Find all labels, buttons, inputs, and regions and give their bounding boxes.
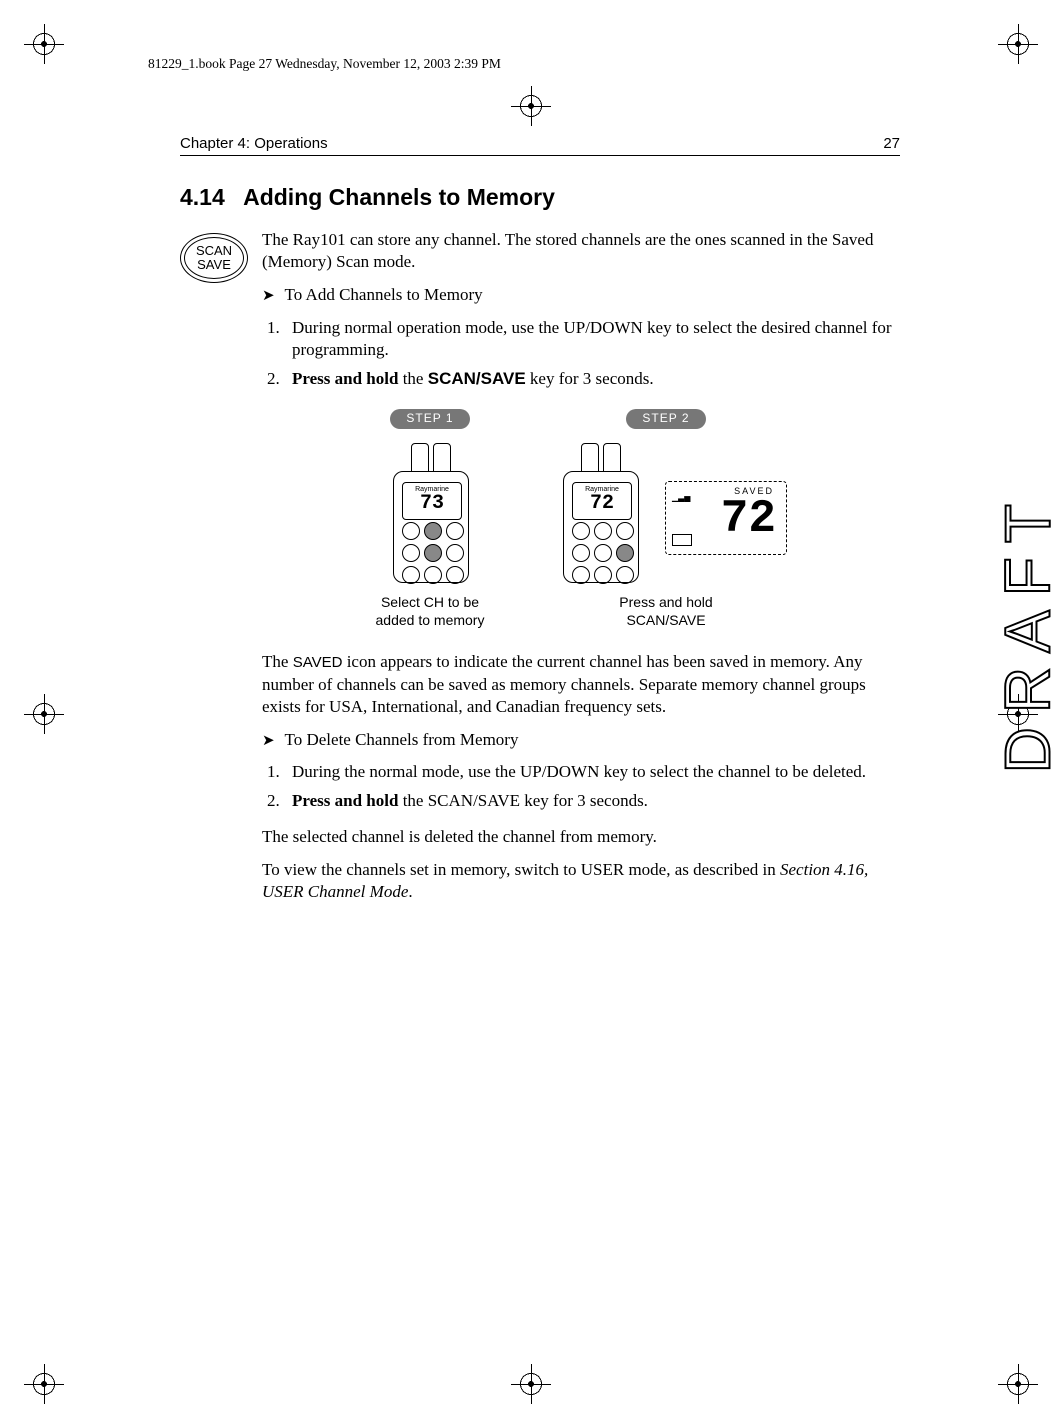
after-p1: The selected channel is deleted the chan… [262, 826, 900, 848]
del-step2-bold: Press and hold [292, 791, 398, 810]
add-step2-key: SCAN/SAVE [428, 369, 526, 388]
crop-mark [30, 30, 58, 58]
radio-illustration-2: Raymarine 72 [545, 443, 655, 583]
lcd-zoom: SAVED ▁▃▅ 72 [665, 481, 787, 555]
fig2-caption-b: SCAN/SAVE [545, 611, 787, 629]
procedure-add-title: To Add Channels to Memory [285, 285, 483, 304]
section-number: 4.14 [180, 184, 225, 210]
radio2-channel: 72 [573, 494, 631, 514]
figure-step-2: STEP 2 Raymarine 72 [545, 408, 787, 629]
lcd-big-channel: 72 [721, 496, 776, 542]
scan-save-key-icon: SCAN SAVE [180, 233, 248, 283]
arrow-icon: ➤ [262, 733, 275, 749]
section-title: Adding Channels to Memory [243, 184, 555, 210]
chapter-title: Chapter 4: Operations [180, 135, 328, 152]
add-step2-post: key for 3 seconds. [526, 369, 654, 388]
del-step-1: During the normal mode, use the UP/DOWN … [284, 761, 900, 783]
crop-mark [30, 1370, 58, 1398]
intro-paragraph: The Ray101 can store any channel. The st… [262, 229, 900, 274]
fig2-caption-a: Press and hold [545, 593, 787, 611]
figure-step-1: STEP 1 Raymarine 73 [375, 408, 485, 629]
add-steps-list: During normal operation mode, use the UP… [262, 317, 900, 390]
book-meta: 81229_1.book Page 27 Wednesday, November… [148, 56, 501, 72]
add-step2-bold: Press and hold [292, 369, 398, 388]
saved-inline: SAVED [293, 654, 343, 671]
procedure-del-title: To Delete Channels from Memory [285, 730, 519, 749]
del-steps-list: During the normal mode, use the UP/DOWN … [262, 761, 900, 812]
figure-row: STEP 1 Raymarine 73 [262, 408, 900, 629]
section-heading: 4.14 Adding Channels to Memory [180, 184, 900, 211]
crop-mark [517, 1370, 545, 1398]
draft-watermark: DRAFT [990, 490, 1062, 773]
step1-pill: STEP 1 [390, 409, 469, 429]
signal-bars-icon: ▁▃▅ [672, 494, 690, 502]
key-label-line1: SCAN [196, 244, 232, 258]
fig1-caption-b: added to memory [375, 611, 485, 629]
radio1-channel: 73 [403, 494, 461, 514]
del-step2-post: the SCAN/SAVE key for 3 seconds. [398, 791, 647, 810]
del-step-2: Press and hold the SCAN/SAVE key for 3 s… [284, 790, 900, 812]
running-head: Chapter 4: Operations 27 [180, 135, 900, 156]
fig1-caption-a: Select CH to be [375, 593, 485, 611]
crop-mark [1004, 30, 1032, 58]
post-figure-paragraph: The SAVED icon appears to indicate the c… [262, 651, 900, 718]
crop-mark [517, 92, 545, 120]
procedure-del-heading: ➤ To Delete Channels from Memory [262, 729, 900, 752]
add-step-2: Press and hold the SCAN/SAVE key for 3 s… [284, 368, 900, 390]
page-content: Chapter 4: Operations 27 4.14 Adding Cha… [180, 135, 900, 913]
battery-icon [672, 534, 692, 546]
add-step-1: During normal operation mode, use the UP… [284, 317, 900, 362]
procedure-add-heading: ➤ To Add Channels to Memory [262, 284, 900, 307]
after-p2: To view the channels set in memory, swit… [262, 859, 900, 904]
add-step2-mid: the [398, 369, 427, 388]
page-number: 27 [883, 135, 900, 152]
crop-mark [1004, 1370, 1032, 1398]
radio-illustration-1: Raymarine 73 [375, 443, 485, 583]
key-label-line2: SAVE [197, 258, 231, 272]
arrow-icon: ➤ [262, 288, 275, 304]
crop-mark [30, 700, 58, 728]
step2-pill: STEP 2 [626, 409, 705, 429]
